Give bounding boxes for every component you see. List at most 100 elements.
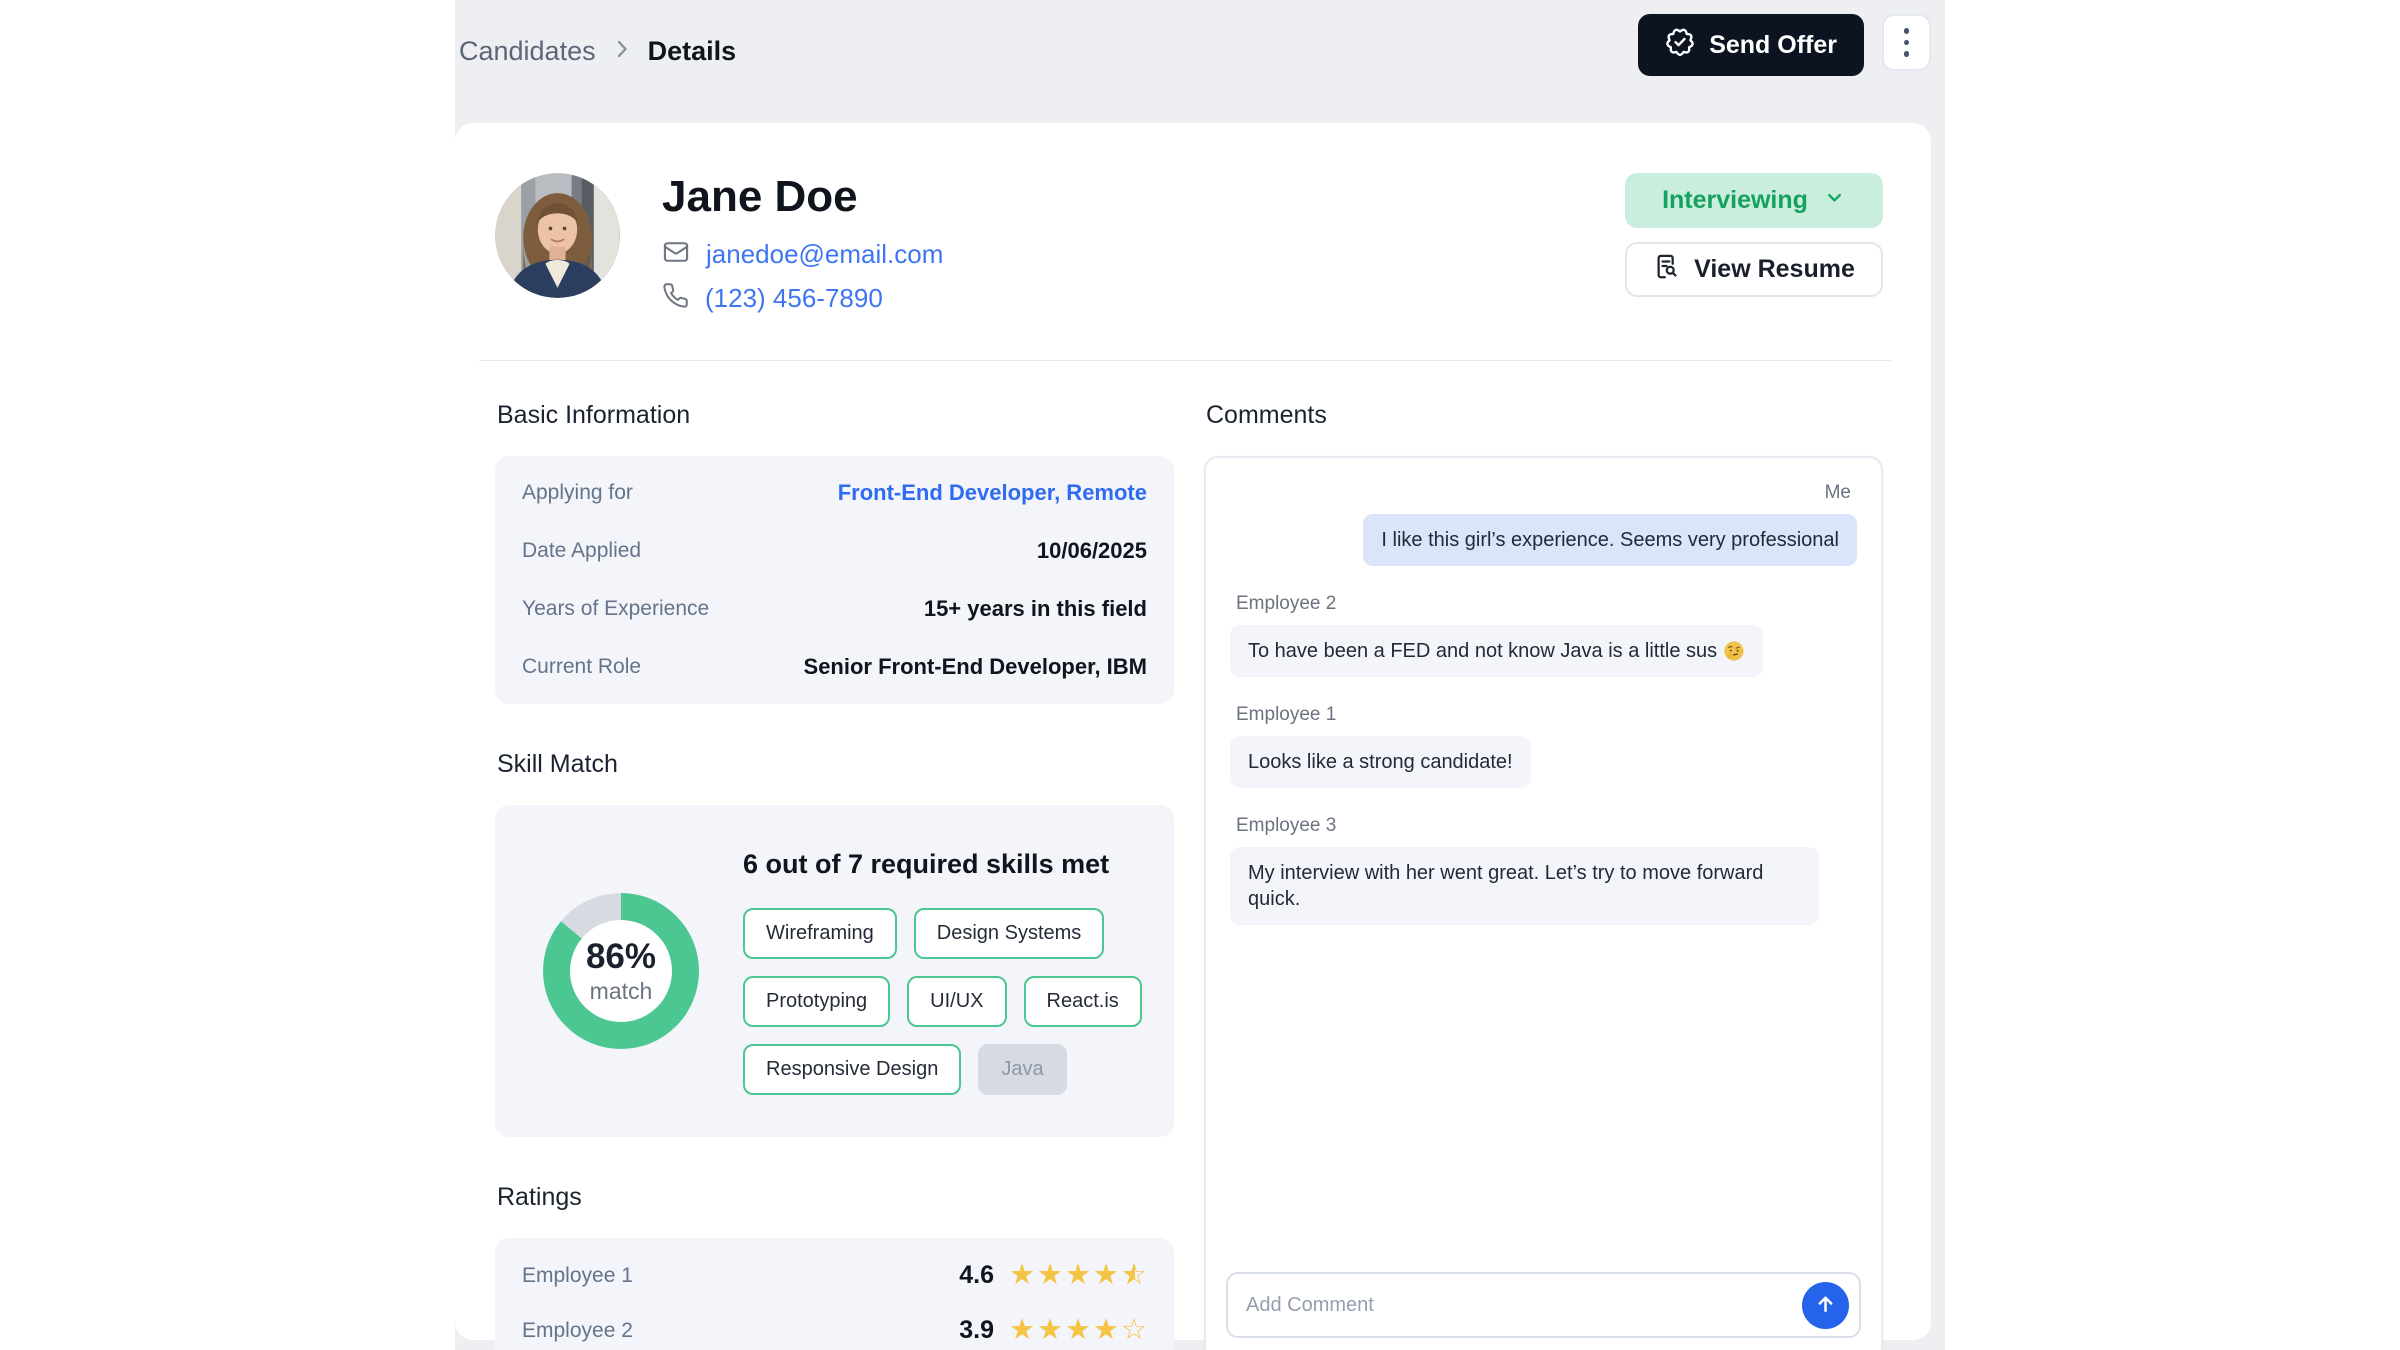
basic-info-label: Current Role — [522, 655, 642, 679]
rater-name: Employee 1 — [522, 1263, 633, 1287]
email-link[interactable]: janedoe@email.com — [706, 239, 944, 270]
file-search-icon — [1653, 253, 1680, 287]
phone-row: (123) 456-7890 — [662, 282, 943, 314]
basic-info-panel: Applying for Front-End Developer, Remote D… — [495, 456, 1174, 705]
basic-info-row: Current Role Senior Front-End Developer, … — [522, 638, 1147, 696]
right-column: Comments Me I like this girl’s experience… — [1204, 401, 1883, 1350]
view-resume-label: View Resume — [1694, 255, 1855, 283]
breadcrumb-details: Details — [647, 36, 737, 66]
star-rating: ★ ★ ★ ★ ☆ ★ — [1009, 1261, 1147, 1290]
mail-icon — [662, 238, 690, 271]
basic-info-value: Senior Front-End Developer, IBM — [803, 654, 1147, 680]
comment-author: Employee 1 — [1236, 704, 1337, 726]
comment-message: Employee 3 My interview with her went gre… — [1230, 815, 1857, 926]
comments-card: Me I like this girl’s experience. Seems v… — [1204, 456, 1883, 1350]
send-offer-button[interactable]: Send Offer — [1638, 14, 1864, 76]
skill-match-title: Skill Match — [497, 750, 618, 779]
profile-info: Jane Doe janedoe@email.com (123) 456-789… — [662, 172, 943, 314]
app-content-column: Candidates Details Send Offer — [455, 0, 1945, 1350]
skills-headline: 6 out of 7 required skills met — [743, 849, 1110, 880]
comment-author: Me — [1824, 482, 1851, 504]
rating-row: Employee 2 3.9 ★ ★ ★ ★ ☆ — [522, 1303, 1147, 1350]
basic-info-value: 10/06/2025 — [1036, 538, 1147, 564]
send-offer-label: Send Offer — [1709, 30, 1837, 59]
comment-author: Employee 2 — [1236, 593, 1337, 615]
arrow-up-icon — [1813, 1291, 1838, 1319]
comment-message: Me I like this girl’s experience. Seems v… — [1230, 482, 1857, 567]
skill-chip-met: Prototyping — [743, 976, 891, 1028]
comment-bubble: My interview with her went great. Let’s … — [1230, 847, 1820, 926]
send-comment-button[interactable] — [1802, 1281, 1849, 1329]
skill-chip-met: Wireframing — [743, 908, 897, 960]
applying-for-link[interactable]: Front-End Developer, Remote — [837, 480, 1147, 506]
star-full-icon: ★ — [1037, 1314, 1063, 1347]
basic-info-label: Applying for — [522, 481, 633, 505]
status-dropdown[interactable]: Interviewing — [1625, 173, 1883, 228]
comments-thread: Me I like this girl’s experience. Seems v… — [1206, 458, 1881, 1272]
star-full-icon: ★ — [1065, 1314, 1091, 1347]
phone-icon — [662, 282, 689, 314]
chevron-down-icon — [1823, 186, 1846, 216]
top-bar: Candidates Details Send Offer — [455, 0, 1945, 123]
ratings-panel: Employee 14.6★★★★☆★Employee 23.9★★★★☆Emp… — [495, 1238, 1174, 1350]
skill-chips: Wireframing Design Systems Prototyping UI/U… — [743, 908, 1195, 1096]
skill-chip-unmet: Java — [978, 1044, 1067, 1096]
comments-title: Comments — [1206, 401, 1327, 430]
basic-info-row: Date Applied 10/06/2025 — [522, 522, 1147, 580]
basic-info-row: Applying for Front-End Developer, Remote — [522, 464, 1147, 522]
rating-value: 4.6 — [959, 1261, 994, 1290]
comment-bubble: To have been a FED and not know Java is … — [1230, 625, 1764, 678]
badge-check-icon — [1665, 27, 1695, 64]
comment-input[interactable] — [1246, 1293, 1802, 1317]
basic-info-row: Years of Experience 15+ years in this fie… — [522, 580, 1147, 638]
profile-actions: Interviewing View Resume — [1625, 173, 1883, 297]
profile-divider — [479, 360, 1891, 362]
star-full-icon: ★ — [1065, 1259, 1091, 1292]
star-half-icon: ☆ ★ — [1121, 1259, 1147, 1292]
comment-message: Employee 2 To have been a FED and not kno… — [1230, 593, 1857, 678]
status-label: Interviewing — [1662, 186, 1808, 214]
breadcrumb: Candidates Details — [459, 36, 736, 67]
thinking-face-emoji — [1724, 641, 1744, 662]
skill-chip-met: UI/UX — [907, 976, 1007, 1028]
skill-match-panel: 86% match 6 out of 7 required skills met… — [495, 805, 1174, 1138]
star-full-icon: ★ — [1009, 1314, 1035, 1347]
comment-input-row — [1226, 1272, 1861, 1339]
ratings-title: Ratings — [497, 1183, 582, 1212]
star-full-icon: ★ — [1009, 1259, 1035, 1292]
chevron-right-icon — [610, 37, 634, 66]
match-label: match — [589, 978, 653, 1005]
rater-name: Employee 2 — [522, 1318, 633, 1342]
comment-bubble: Looks like a strong candidate! — [1230, 736, 1531, 789]
more-options-button[interactable] — [1882, 14, 1931, 71]
kebab-menu-icon — [1903, 28, 1910, 34]
avatar — [495, 173, 620, 298]
rating-row: Employee 1 4.6 ★ ★ ★ ★ ☆ ★ — [522, 1248, 1147, 1303]
basic-info-label: Date Applied — [522, 539, 642, 563]
comment-bubble: I like this girl’s experience. Seems ver… — [1363, 514, 1857, 567]
phone-link[interactable]: (123) 456-7890 — [705, 282, 883, 313]
skill-chip-met: Design Systems — [913, 908, 1105, 960]
profile-header: Jane Doe janedoe@email.com (123) 456-789… — [495, 172, 1883, 314]
header-actions: Send Offer — [1638, 14, 1931, 76]
star-rating: ★ ★ ★ ★ ☆ — [1009, 1316, 1147, 1345]
rating-value: 3.9 — [959, 1316, 994, 1345]
star-full-icon: ★ — [1037, 1259, 1063, 1292]
match-percentage: 86% — [585, 937, 657, 977]
match-donut-chart: 86% match — [543, 893, 699, 1050]
candidate-name: Jane Doe — [662, 172, 858, 221]
candidate-detail-card: Jane Doe janedoe@email.com (123) 456-789… — [455, 123, 1931, 1350]
comment-message: Employee 1 Looks like a strong candidate! — [1230, 704, 1857, 789]
breadcrumb-candidates[interactable]: Candidates — [459, 36, 596, 66]
view-resume-button[interactable]: View Resume — [1625, 242, 1883, 297]
email-row: janedoe@email.com — [662, 238, 943, 271]
skill-chip-met: React.is — [1023, 976, 1142, 1028]
basic-info-value: 15+ years in this field — [923, 596, 1147, 622]
star-full-icon: ★ — [1093, 1314, 1119, 1347]
star-empty-icon: ☆ — [1121, 1314, 1147, 1347]
basic-info-label: Years of Experience — [522, 597, 710, 621]
star-full-icon: ★ — [1093, 1259, 1119, 1292]
basic-info-title: Basic Information — [497, 401, 691, 430]
comment-author: Employee 3 — [1236, 815, 1337, 837]
left-column: Basic Information Applying for Front-End … — [495, 401, 1174, 1350]
